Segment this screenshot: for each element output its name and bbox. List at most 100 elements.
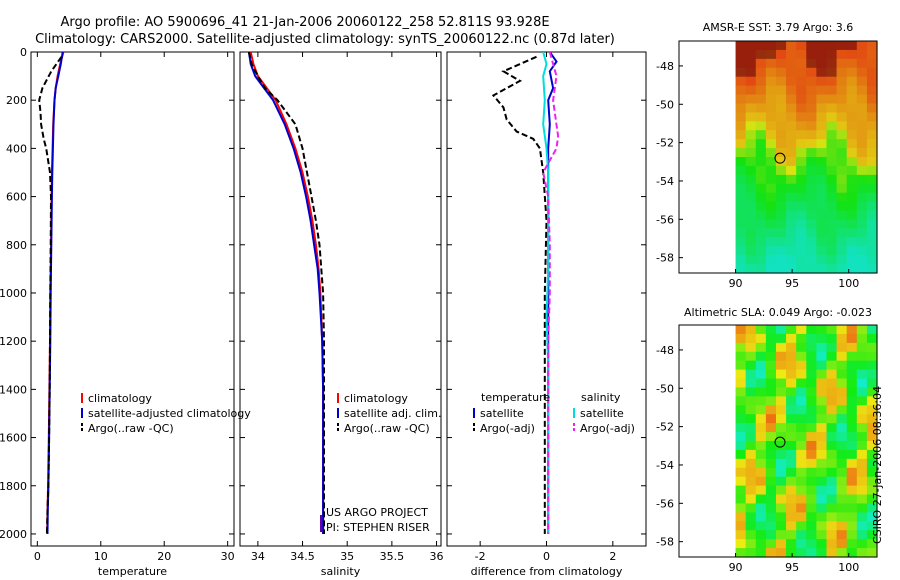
map-cell xyxy=(755,183,767,194)
map-cell xyxy=(846,351,858,362)
map-cell xyxy=(755,103,767,113)
map-cell xyxy=(735,360,747,371)
map-cell xyxy=(735,148,747,158)
map-cell xyxy=(866,423,878,433)
map-cell xyxy=(826,325,838,335)
map-cell xyxy=(735,183,747,194)
map-cell xyxy=(856,441,868,451)
map-cell xyxy=(816,351,828,362)
map-cell xyxy=(775,378,787,389)
map-cell xyxy=(866,342,878,353)
map-cell xyxy=(856,476,868,487)
map-cell xyxy=(846,423,858,433)
map-cell xyxy=(806,219,817,229)
map-cell xyxy=(866,139,878,149)
map-cell xyxy=(816,41,828,51)
map-cell xyxy=(735,210,747,221)
map-cell xyxy=(745,387,757,397)
map-cell xyxy=(846,530,858,540)
map-cell xyxy=(796,467,807,478)
map-cell xyxy=(856,148,868,158)
map-cell xyxy=(735,201,747,212)
x-tick-label: 2 xyxy=(609,550,616,563)
map-cell xyxy=(735,548,747,558)
float-position-marker xyxy=(774,152,786,164)
map-cell xyxy=(735,369,747,380)
x-tick-label: 34 xyxy=(251,550,265,563)
map-cell xyxy=(846,58,858,69)
map-cell xyxy=(745,255,757,265)
map-cell xyxy=(745,405,757,415)
map-cell xyxy=(796,449,807,460)
map-cell xyxy=(826,76,838,87)
map-cell xyxy=(745,237,757,247)
map-cell xyxy=(775,441,787,451)
map-cell xyxy=(856,458,868,469)
y-tick-label: 1600 xyxy=(0,432,27,445)
map-cell xyxy=(755,548,767,558)
map-cell xyxy=(786,458,797,469)
sla-map-panel: Altimetric SLA: 0.049 Argo: -0.023 90 95 10… xyxy=(656,306,878,574)
map-cell xyxy=(765,148,777,158)
map-cell xyxy=(856,165,868,176)
map-cell xyxy=(755,139,767,149)
map-cell xyxy=(765,503,777,513)
map-cell xyxy=(816,449,828,460)
map-cell xyxy=(745,139,757,149)
map-cell xyxy=(836,396,848,406)
map-cell xyxy=(836,387,848,397)
map-cell xyxy=(846,458,858,469)
map-cell xyxy=(745,58,757,69)
map-cell xyxy=(755,432,767,442)
map-cell xyxy=(786,76,797,87)
map-cell xyxy=(745,103,757,113)
map-cell xyxy=(775,387,787,397)
map-cell xyxy=(735,432,747,442)
legend-label: Argo(..raw -QC) xyxy=(88,422,174,435)
map-cell xyxy=(745,530,757,540)
map-cell xyxy=(826,485,838,496)
map-cell xyxy=(775,360,787,371)
map-cell xyxy=(735,58,747,69)
map-cell xyxy=(816,548,828,558)
map-cell xyxy=(806,396,817,406)
map-cell xyxy=(816,112,828,122)
map-cell xyxy=(755,467,767,478)
map-cell xyxy=(796,49,807,60)
map-cell xyxy=(826,467,838,478)
map-cell xyxy=(755,351,767,362)
map-cell xyxy=(765,548,777,558)
map-cell xyxy=(866,351,878,362)
map-cell xyxy=(755,342,767,353)
map-cell xyxy=(816,139,828,149)
map-cell xyxy=(786,467,797,478)
map-cell xyxy=(765,449,777,460)
project-label: US ARGO PROJECT xyxy=(326,506,428,519)
y-tick-label: 2000 xyxy=(0,528,27,541)
pi-label: PI: STEPHEN RISER xyxy=(326,521,430,534)
map-cell xyxy=(806,139,817,149)
map-cell xyxy=(735,530,747,540)
map-cell xyxy=(765,41,777,51)
map-cell xyxy=(856,387,868,397)
x-tick-label: 0 xyxy=(34,550,41,563)
map-cell xyxy=(826,378,838,389)
map-cell xyxy=(836,378,848,389)
map-cell xyxy=(826,183,838,194)
map-cell xyxy=(826,432,838,442)
map-cell xyxy=(796,121,807,131)
map-cell xyxy=(786,219,797,229)
map-cell xyxy=(806,255,817,265)
map-cell xyxy=(806,342,817,353)
map-cell xyxy=(735,94,747,105)
map-cell xyxy=(745,325,757,335)
map-cell xyxy=(836,130,848,140)
map-cell xyxy=(775,130,787,140)
map-cell xyxy=(816,423,828,433)
map-cell xyxy=(775,183,787,194)
map-cell xyxy=(816,467,828,478)
map-cell xyxy=(786,476,797,487)
map-cell xyxy=(846,325,858,335)
map-cell xyxy=(755,360,767,371)
map-cell xyxy=(836,476,848,487)
